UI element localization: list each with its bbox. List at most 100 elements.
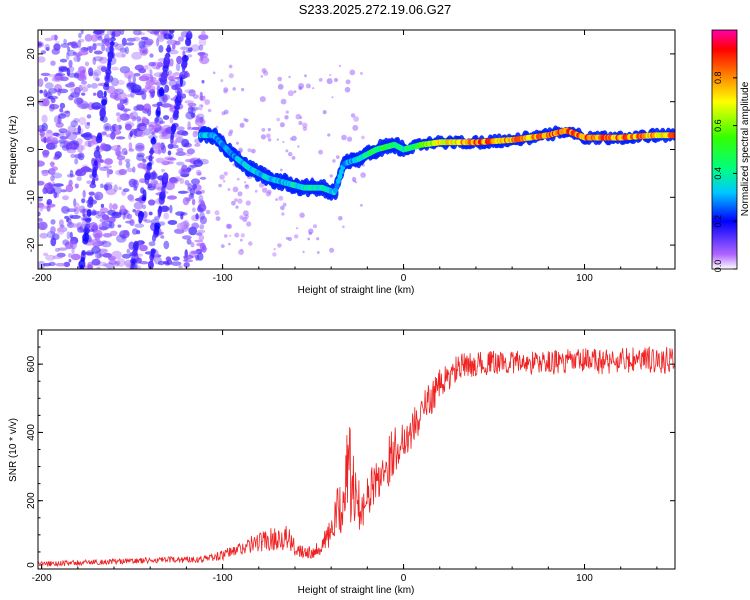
streak-blob — [158, 88, 165, 97]
noise-blob — [99, 218, 109, 223]
scatter-blob — [291, 156, 296, 160]
streak-blob — [174, 105, 181, 110]
streak-blob — [109, 45, 114, 54]
noise-blob — [183, 219, 189, 227]
noise-blob — [167, 75, 174, 81]
noise-blob — [186, 238, 192, 245]
noise-blob — [126, 37, 136, 42]
scatter-blob — [338, 216, 343, 221]
scatter-blob — [237, 198, 243, 204]
noise-blob — [92, 43, 97, 51]
noise-blob — [187, 105, 194, 115]
streak-blob — [179, 76, 183, 87]
noise-blob — [140, 36, 149, 41]
noise-blob — [42, 152, 49, 158]
scatter-blob — [302, 122, 308, 128]
noise-blob — [65, 184, 74, 193]
scatter-blob — [360, 172, 366, 178]
noise-blob — [82, 189, 86, 199]
noise-blob — [175, 151, 186, 156]
noise-blob — [169, 49, 179, 55]
streak-blob — [181, 65, 186, 73]
noise-blob — [160, 103, 172, 108]
noise-blob — [195, 213, 199, 220]
noise-blob — [46, 198, 53, 205]
scatter-blob — [332, 159, 336, 163]
scatter-blob — [218, 183, 222, 188]
noise-blob — [50, 219, 56, 225]
noise-blob — [109, 202, 113, 211]
noise-blob — [175, 62, 181, 72]
snr-x-axis-label: Height of straight line (km) — [298, 585, 415, 596]
noise-blob — [64, 110, 70, 114]
noise-blob — [148, 241, 156, 247]
noise-blob — [62, 195, 69, 201]
streak-blob — [86, 209, 92, 217]
noise-blob — [78, 32, 82, 39]
colorbar-tick-label: 0.2 — [713, 215, 723, 228]
noise-blob — [126, 248, 131, 254]
noise-blob — [163, 115, 170, 120]
scatter-blob — [329, 73, 332, 77]
streak-blob — [163, 175, 168, 183]
noise-blob — [57, 226, 68, 233]
scatter-blob — [359, 71, 363, 75]
scatter-blob — [329, 247, 335, 253]
noise-blob — [62, 239, 70, 246]
noise-blob — [195, 254, 200, 261]
scatter-blob — [282, 140, 285, 144]
noise-blob — [148, 124, 155, 131]
noise-blob — [91, 209, 97, 216]
scatter-blob — [288, 75, 291, 79]
noise-blob — [117, 102, 123, 109]
noise-blob — [74, 86, 81, 95]
noise-blob — [163, 240, 170, 250]
noise-blob — [60, 189, 67, 193]
scatter-blob — [305, 83, 311, 89]
noise-blob — [105, 42, 111, 47]
streak-blob — [171, 123, 177, 132]
scatter-blob — [248, 241, 253, 246]
noise-blob — [58, 128, 68, 134]
noise-blob — [45, 92, 53, 99]
noise-blob — [150, 93, 155, 99]
noise-blob — [70, 120, 78, 128]
scatter-blob — [239, 238, 243, 242]
scatter-blob — [349, 69, 356, 76]
noise-blob — [90, 34, 99, 42]
noise-blob — [100, 203, 105, 208]
noise-blob — [117, 144, 121, 148]
noise-blob — [50, 60, 56, 66]
scatter-blob — [361, 135, 365, 140]
noise-blob — [54, 193, 60, 198]
noise-blob — [59, 102, 66, 109]
noise-blob — [186, 148, 195, 155]
noise-blob — [96, 90, 104, 99]
x-tick-label: 0 — [401, 573, 407, 584]
noise-blob — [135, 145, 145, 152]
streak-blob — [161, 71, 168, 81]
y-tick-label: 400 — [26, 424, 37, 441]
noise-blob — [175, 137, 185, 144]
noise-blob — [130, 128, 138, 135]
noise-blob — [183, 262, 190, 268]
streak-blob — [172, 112, 179, 121]
streak-blob — [88, 191, 95, 196]
noise-blob — [152, 149, 163, 154]
scatter-blob — [223, 89, 228, 94]
noise-blob — [195, 169, 202, 176]
scatter-blob — [294, 234, 299, 239]
noise-blob — [41, 122, 48, 132]
noise-blob — [98, 248, 108, 254]
noise-blob — [115, 124, 120, 133]
noise-blob — [158, 126, 162, 135]
scatter-blob — [207, 108, 212, 113]
noise-blob — [64, 215, 70, 220]
scatter-blob — [267, 189, 272, 195]
noise-blob — [190, 250, 201, 255]
noise-blob — [81, 87, 89, 93]
noise-blob — [105, 181, 113, 185]
noise-blob — [166, 70, 173, 76]
noise-blob — [38, 211, 41, 217]
noise-blob — [81, 92, 86, 96]
